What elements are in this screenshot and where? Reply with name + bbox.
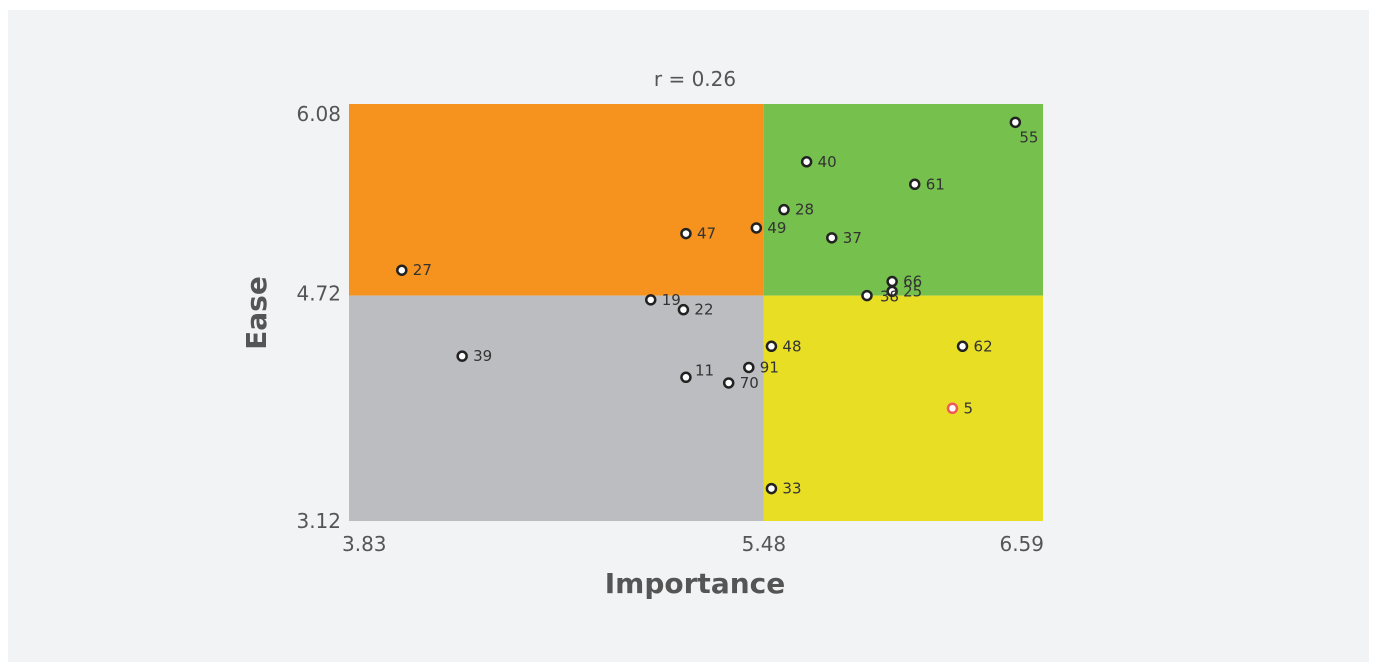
data-point-33[interactable]: 33 — [765, 480, 802, 498]
data-point-39[interactable]: 39 — [456, 347, 493, 365]
point-label: 70 — [740, 374, 759, 392]
data-point-70[interactable]: 70 — [722, 374, 759, 392]
point-label: 49 — [767, 219, 786, 237]
axis-ticks: 3.83 5.48 6.59 6.08 4.72 3.12 — [296, 102, 1044, 556]
point-marker[interactable] — [743, 361, 755, 374]
point-label: 25 — [903, 282, 922, 300]
y-tick-label: 4.72 — [296, 282, 341, 306]
point-marker[interactable] — [680, 371, 692, 384]
data-point-19[interactable]: 19 — [644, 291, 681, 309]
point-marker[interactable] — [826, 232, 838, 244]
point-label: 19 — [662, 291, 681, 309]
data-point-62[interactable]: 62 — [956, 337, 993, 355]
point-marker[interactable] — [800, 156, 813, 168]
point-marker[interactable] — [765, 340, 778, 353]
point-label: 66 — [903, 273, 922, 291]
scatter-chart: r = 0.26 3.83 5.48 6.59 6.08 4.72 3.12 Import… — [240, 67, 1044, 600]
data-point-37[interactable]: 37 — [826, 229, 862, 247]
point-marker[interactable] — [750, 222, 763, 234]
x-tick-label: 5.48 — [742, 532, 787, 556]
point-marker[interactable] — [456, 350, 468, 362]
data-point-48[interactable]: 48 — [765, 337, 802, 355]
y-tick-label: 3.12 — [296, 509, 341, 533]
point-marker[interactable] — [909, 178, 921, 191]
point-label: 47 — [697, 225, 716, 243]
data-point-5[interactable]: 5 — [946, 399, 973, 417]
chart-card: r = 0.26 3.83 5.48 6.59 6.08 4.72 3.12 Import… — [8, 10, 1369, 662]
data-point-49[interactable]: 49 — [750, 219, 787, 237]
point-label: 40 — [818, 153, 837, 171]
point-label: 28 — [795, 201, 814, 219]
data-point-61[interactable]: 61 — [909, 175, 945, 193]
point-label: 91 — [760, 358, 779, 376]
point-marker[interactable] — [946, 402, 959, 415]
data-point-55[interactable]: 55 — [1009, 116, 1039, 147]
y-tick-label: 6.08 — [296, 102, 341, 126]
point-label: 48 — [782, 337, 801, 355]
point-label: 61 — [926, 175, 945, 193]
data-point-47[interactable]: 47 — [680, 225, 716, 243]
quadrant-bottom-right — [763, 295, 1043, 521]
x-axis-label: Importance — [605, 567, 785, 600]
point-marker[interactable] — [886, 285, 898, 298]
point-marker[interactable] — [722, 377, 735, 389]
point-label: 62 — [974, 337, 993, 355]
point-marker[interactable] — [680, 227, 692, 240]
y-axis-label: Ease — [240, 276, 273, 350]
data-point-11[interactable]: 11 — [680, 361, 714, 384]
point-marker[interactable] — [886, 275, 898, 288]
x-tick-label: 6.59 — [999, 532, 1044, 556]
quadrant-top-left — [349, 104, 764, 296]
data-point-22[interactable]: 22 — [677, 301, 714, 319]
data-point-38[interactable]: 38 — [861, 288, 899, 306]
data-point-28[interactable]: 28 — [778, 201, 815, 219]
point-marker[interactable] — [644, 294, 657, 306]
data-point-40[interactable]: 40 — [800, 153, 837, 171]
point-label: 33 — [782, 480, 801, 498]
data-point-27[interactable]: 27 — [396, 261, 432, 279]
point-marker[interactable] — [861, 289, 873, 302]
quadrant-top-right — [763, 104, 1043, 296]
point-marker[interactable] — [956, 340, 969, 353]
point-marker[interactable] — [677, 303, 690, 316]
chart-title: r = 0.26 — [654, 67, 736, 91]
point-label: 38 — [880, 288, 899, 306]
data-point-25[interactable]: 25 — [886, 282, 923, 300]
quadrant-bottom-left — [349, 295, 764, 521]
point-label: 27 — [413, 261, 432, 279]
point-marker[interactable] — [778, 203, 790, 216]
point-label: 5 — [963, 399, 973, 417]
point-label: 55 — [1019, 128, 1038, 146]
point-label: 11 — [695, 361, 714, 379]
quadrant-backgrounds — [349, 104, 1043, 521]
point-label: 39 — [473, 347, 492, 365]
point-label: 37 — [843, 229, 862, 247]
point-marker[interactable] — [765, 482, 778, 495]
x-tick-label: 3.83 — [342, 532, 387, 556]
data-point-91[interactable]: 91 — [743, 358, 779, 376]
point-marker[interactable] — [1009, 116, 1022, 129]
point-label: 22 — [694, 301, 713, 319]
point-marker[interactable] — [396, 264, 408, 276]
